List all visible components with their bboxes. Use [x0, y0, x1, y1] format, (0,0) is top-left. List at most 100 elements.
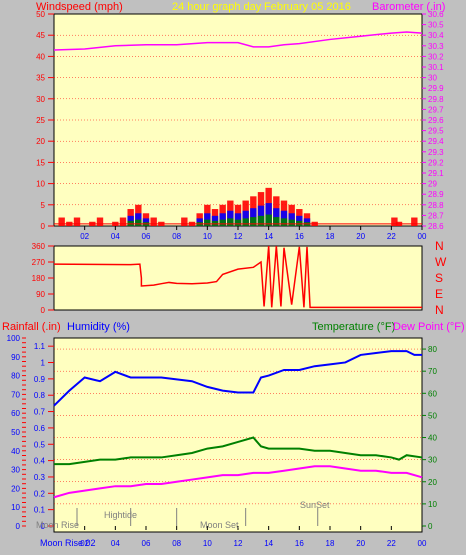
compass-label: W [435, 255, 447, 269]
temp-xtick-label: 12 [234, 539, 243, 548]
temp-ytick-label: 40 [428, 434, 437, 443]
wind-avg-bar [273, 217, 280, 226]
baro-ytick-label: 29.8 [428, 95, 444, 104]
moon-set-event: Moon Set [200, 520, 239, 530]
humidity-ytick-label: 30 [11, 466, 20, 475]
wind-ytick-label: 15 [36, 158, 45, 167]
humidity-ytick-label: 40 [11, 447, 20, 456]
rain-ytick-label: 0.1 [34, 506, 46, 515]
graph-period-title: 24 hour graph day [172, 1, 262, 13]
humidity-ytick-label: 20 [11, 484, 20, 493]
baro-ytick-label: 28.6 [428, 222, 444, 231]
wind-bar [119, 217, 127, 226]
wind-bar [181, 217, 188, 226]
humidity-ytick-label: 10 [11, 503, 20, 512]
rain-ytick-label: 0.6 [34, 424, 46, 433]
wind-xtick-label: 16 [295, 232, 304, 241]
baro-ytick-label: 30.4 [428, 31, 444, 40]
rain-ytick-label: 0 [41, 522, 46, 531]
baro-ytick-label: 29.2 [428, 158, 444, 167]
rain-ytick-label: 1.1 [34, 342, 46, 351]
graph-date: February 05 2016 [264, 1, 351, 13]
wind-xtick-label: 06 [142, 232, 151, 241]
hightide-event: Hightide [104, 510, 137, 520]
baro-ytick-label: 28.9 [428, 190, 444, 199]
moon-rise-bottom-label: Moon Rise 02 [40, 538, 96, 548]
direction-ytick-label: 90 [36, 290, 45, 299]
compass-label: N [435, 303, 444, 317]
direction-ytick-label: 360 [32, 242, 46, 251]
temp-xtick-label: 02 [80, 539, 89, 548]
wind-xtick-label: 12 [234, 232, 243, 241]
wind-ytick-label: 25 [36, 116, 45, 125]
wind-ytick-label: 10 [36, 180, 45, 189]
humidity-ytick-label: 80 [11, 372, 20, 381]
sunset-event: SunSet [300, 500, 330, 510]
wind-bar [58, 217, 65, 226]
gust-bar [142, 218, 150, 226]
wind-avg-bar [242, 218, 249, 226]
rain-ytick-label: 0.7 [34, 408, 46, 417]
temp-xtick-label: 14 [264, 539, 273, 548]
rain-ytick-label: 0.9 [34, 375, 46, 384]
wind-ytick-label: 50 [36, 10, 45, 19]
baro-ytick-label: 30.6 [428, 10, 444, 19]
temp-ytick-label: 70 [428, 367, 437, 376]
dewpoint-line [53, 465, 423, 499]
rain-ytick-label: 0.8 [34, 391, 46, 400]
wind-xtick-label: 02 [80, 232, 89, 241]
rain-ytick-label: 0.5 [34, 440, 46, 449]
wind-bar [150, 217, 157, 226]
temperature-title: Temperature (°F) [312, 321, 395, 333]
temperature-plot-area [53, 337, 423, 533]
temp-xtick-label: 16 [295, 539, 304, 548]
rain-ytick-label: 0.3 [34, 473, 46, 482]
wind-xtick-label: 08 [172, 232, 181, 241]
wind-xtick-label: 00 [418, 232, 427, 241]
direction-ytick-label: 180 [32, 274, 46, 283]
baro-ytick-label: 30.1 [428, 63, 444, 72]
temp-ytick-label: 50 [428, 411, 437, 420]
wind-xtick-label: 10 [203, 232, 212, 241]
wind-avg-bar [265, 214, 272, 226]
baro-ytick-label: 30 [428, 74, 437, 83]
humidity-ytick-label: 90 [11, 353, 20, 362]
humidity-ytick-label: 100 [7, 334, 21, 343]
wind-avg-bar [234, 219, 242, 226]
wind-bar [411, 217, 418, 226]
barometer-title: Barometer (.in) [372, 1, 445, 13]
baro-ytick-label: 29.1 [428, 169, 444, 178]
baro-ytick-label: 28.8 [428, 201, 444, 210]
rain-ytick-label: 0.4 [34, 457, 46, 466]
wind-bar [73, 217, 81, 226]
temp-xtick-label: 20 [356, 539, 365, 548]
wind-xtick-label: 22 [387, 232, 396, 241]
baro-ytick-label: 30.3 [428, 42, 444, 51]
temp-ytick-label: 80 [428, 345, 437, 354]
baro-ytick-label: 29 [428, 180, 437, 189]
barometer-line [53, 31, 423, 51]
wind-ytick-label: 20 [36, 137, 45, 146]
humidity-line [53, 350, 422, 407]
temp-xtick-label: 04 [111, 539, 120, 548]
wind-xtick-label: 18 [326, 232, 335, 241]
humidity-ytick-label: 0 [16, 522, 21, 531]
wind-bar [391, 217, 398, 226]
baro-ytick-label: 29.5 [428, 127, 444, 136]
gust-bar [196, 218, 203, 226]
wind-ytick-label: 30 [36, 95, 45, 104]
humidity-ytick-label: 70 [11, 390, 20, 399]
temp-xtick-label: 08 [172, 539, 181, 548]
humidity-ytick-label: 60 [11, 409, 20, 418]
wind-avg-bar [227, 218, 234, 226]
temp-ytick-label: 30 [428, 456, 437, 465]
temp-ytick-label: 10 [428, 500, 437, 509]
wind-bar [96, 217, 104, 226]
wind-direction-line [53, 245, 422, 309]
wind-xtick-label: 14 [264, 232, 273, 241]
baro-ytick-label: 30.2 [428, 52, 444, 61]
wind-avg-bar [135, 219, 142, 226]
temp-ytick-label: 20 [428, 478, 437, 487]
compass-label: N [435, 239, 444, 253]
